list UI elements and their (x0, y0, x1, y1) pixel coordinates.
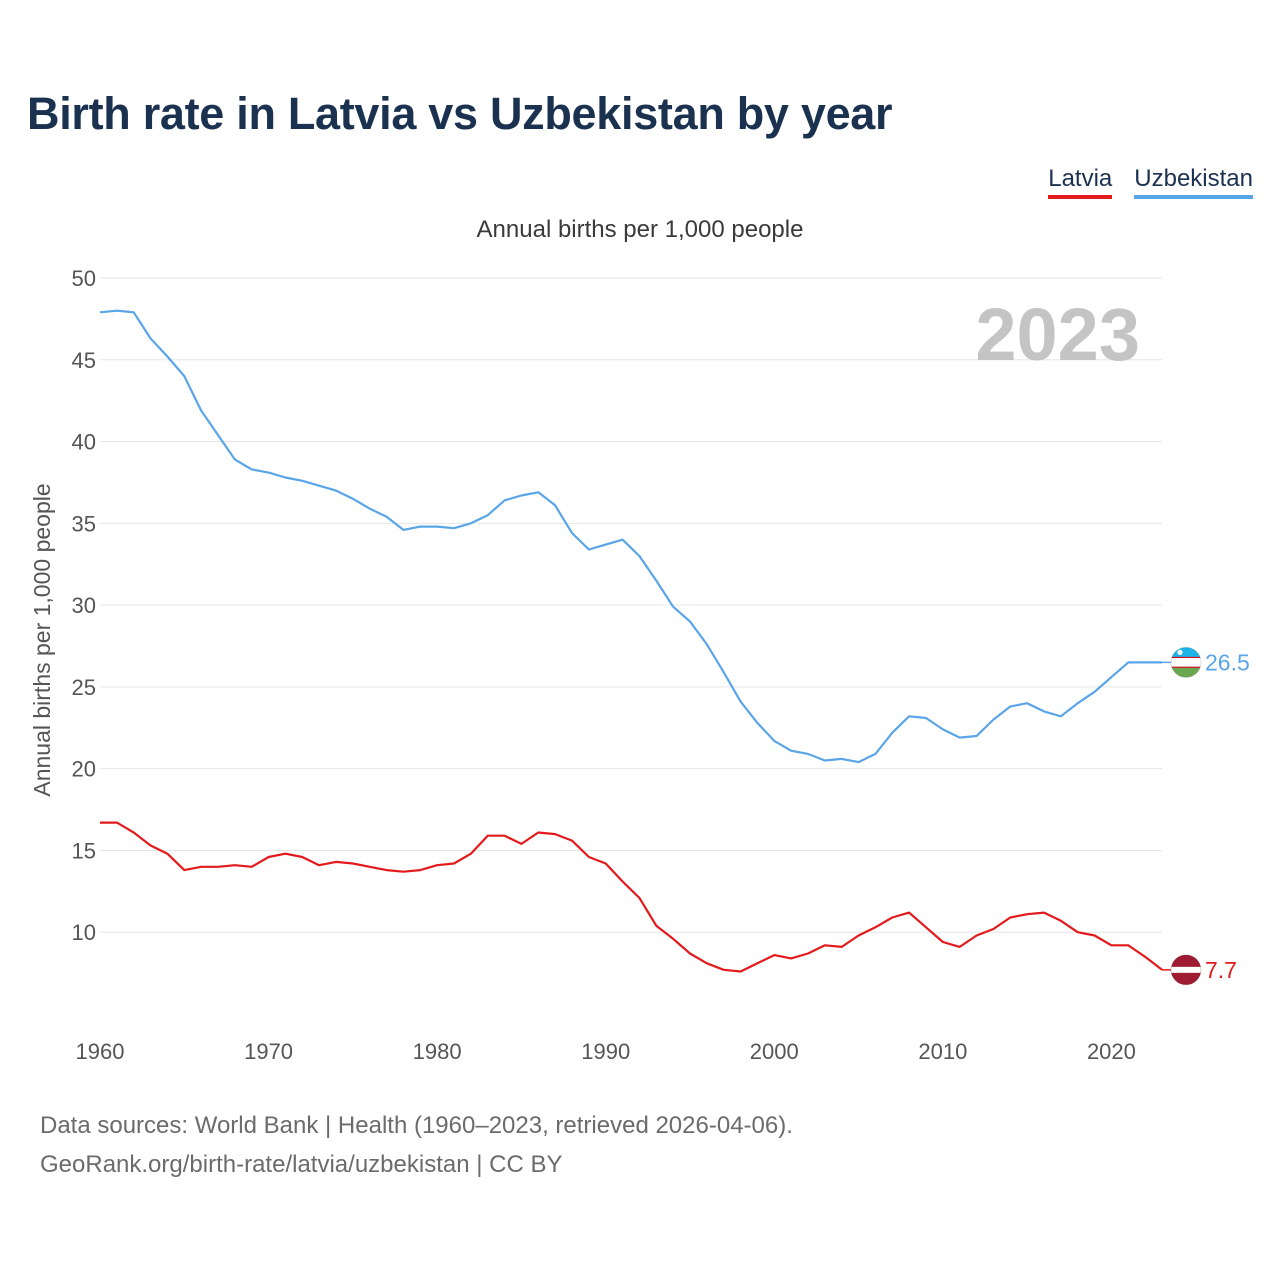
latvia-flag-icon (1171, 954, 1201, 985)
y-axis-label: Annual births per 1,000 people (29, 483, 55, 796)
y-tick-label: 35 (72, 511, 96, 536)
x-tick-label: 1960 (76, 1039, 125, 1064)
x-tick-label: 1980 (413, 1039, 462, 1064)
x-tick-label: 2010 (918, 1039, 967, 1064)
y-tick-label: 20 (72, 757, 96, 782)
x-tick-label: 2020 (1087, 1039, 1136, 1064)
legend-item-latvia[interactable]: Latvia (1048, 165, 1113, 199)
y-tick-label: 50 (72, 266, 96, 291)
chart-subtitle: Annual births per 1,000 people (476, 216, 804, 243)
legend-item-uzbekistan[interactable]: Uzbekistan (1134, 165, 1253, 199)
uzbekistan-flag-icon (1171, 647, 1201, 678)
y-tick-label: 25 (72, 675, 96, 700)
end-value-label-latvia: 7.7 (1205, 957, 1237, 983)
chart-title: Birth rate in Latvia vs Uzbekistan by ye… (27, 88, 893, 139)
x-tick-label: 2000 (750, 1039, 799, 1064)
flag-stripe (1171, 647, 1201, 658)
series-line-latvia (100, 821, 1163, 973)
end-value-label-uzbekistan: 26.5 (1205, 649, 1250, 675)
flag-stripe (1171, 657, 1201, 668)
footer-attribution: GeoRank.org/birth-rate/latvia/uzbekistan… (40, 1151, 563, 1178)
y-tick-label: 10 (72, 920, 96, 945)
legend: Latvia Uzbekistan (1048, 165, 1253, 199)
y-tick-label: 45 (72, 348, 96, 373)
y-tick-label: 40 (72, 430, 96, 455)
year-label: 2023 (975, 293, 1140, 376)
footer-sources: Data sources: World Bank | Health (1960–… (40, 1112, 793, 1139)
series-line-uzbekistan (99, 309, 1162, 764)
flag-stripe (1171, 966, 1201, 973)
flag-crescent (1177, 649, 1183, 655)
y-tick-label: 30 (72, 593, 96, 618)
flag-stripe (1171, 667, 1201, 678)
flag-stripe (1171, 666, 1201, 668)
x-tick-label: 1970 (244, 1039, 293, 1064)
flag-stripe (1171, 656, 1201, 659)
flag-outline (1170, 954, 1202, 986)
flag-outline (1170, 646, 1202, 678)
footer: Data sources: World Bank | Health (1960–… (40, 1106, 793, 1184)
x-tick-label: 1990 (581, 1039, 630, 1064)
y-tick-label: 15 (72, 838, 96, 863)
